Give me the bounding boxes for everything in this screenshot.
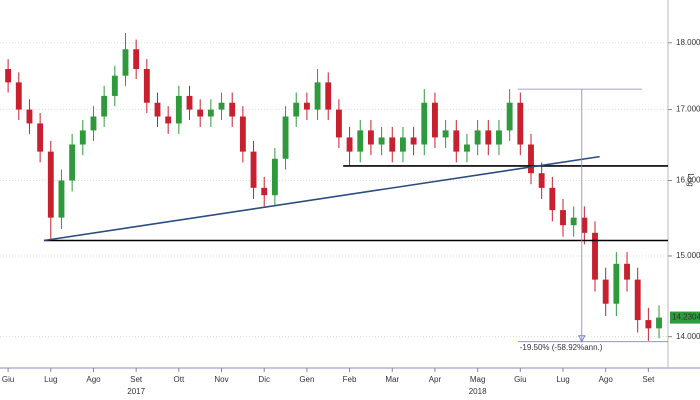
- candle-body: [528, 144, 534, 174]
- candle-body: [602, 279, 609, 304]
- x-tick-label: Apr: [429, 375, 442, 384]
- candle-body: [58, 180, 65, 218]
- scale-label: Log: [686, 173, 695, 186]
- candle-body: [570, 217, 577, 226]
- candle-body: [101, 95, 108, 117]
- candle-body: [410, 137, 417, 145]
- candle-body: [314, 82, 321, 110]
- y-tick-label: 14.0000: [676, 332, 700, 341]
- candle-body: [634, 279, 641, 321]
- candle-body: [15, 82, 22, 110]
- candle-body: [229, 102, 236, 117]
- x-tick-label: Ago: [599, 375, 614, 384]
- trend-line: [43, 155, 600, 242]
- x-tick-label: Gen: [299, 375, 314, 384]
- candle-body: [378, 137, 385, 145]
- x-tick-label: Mar: [385, 375, 399, 384]
- candle-body: [261, 187, 268, 196]
- candle-body: [47, 151, 54, 218]
- candle-body: [346, 137, 353, 152]
- x-tick-label: Dic: [258, 375, 270, 384]
- candle-body: [581, 217, 588, 233]
- candle-body: [464, 144, 470, 152]
- candle-body: [496, 130, 502, 145]
- x-tick-label: Lug: [44, 375, 57, 384]
- x-tick-label: Mag: [470, 375, 486, 384]
- candle-body: [133, 49, 140, 70]
- y-tick-label: 15.0000: [676, 251, 700, 260]
- x-tick-label: Giu: [514, 375, 526, 384]
- candle-body: [367, 130, 374, 145]
- x-tick-label: Ott: [174, 375, 185, 384]
- candle-body: [90, 116, 97, 131]
- candle-body: [538, 173, 545, 188]
- candle-body: [165, 116, 172, 124]
- annotation-arrow: [577, 335, 586, 343]
- candle-body: [432, 102, 438, 138]
- candle-body: [325, 82, 332, 110]
- candle-body: [303, 102, 310, 110]
- last-price-label: 14.2304: [672, 313, 700, 322]
- x-tick-label: Giu: [2, 375, 14, 384]
- candle-body: [389, 137, 396, 152]
- candle-body: [5, 69, 12, 83]
- candle-body: [218, 102, 225, 110]
- x-tick-label: Lug: [556, 375, 569, 384]
- y-tick-label: 16.0000: [676, 176, 700, 185]
- candle-body: [485, 130, 492, 145]
- y-tick-label: 17.0000: [676, 105, 700, 114]
- candle-body: [186, 95, 193, 110]
- x-tick-label: Feb: [343, 375, 357, 384]
- candle-body: [399, 137, 406, 152]
- candle-body: [506, 102, 513, 131]
- candle-body: [197, 109, 204, 117]
- candle-body: [282, 116, 289, 159]
- candle-body: [143, 69, 150, 103]
- x-tick-label: Nov: [214, 375, 228, 384]
- candle-body: [656, 317, 662, 329]
- x-tick-label: Set: [130, 375, 143, 384]
- candle-body: [442, 130, 449, 138]
- x-tick-label: Set: [642, 375, 655, 384]
- year-label: 2017: [127, 387, 145, 396]
- x-tick-label: Ago: [86, 375, 101, 384]
- candle-body: [335, 109, 342, 138]
- candle-body: [613, 263, 620, 304]
- candle-body: [645, 320, 652, 329]
- candle-body: [239, 116, 246, 152]
- candle-body: [154, 102, 161, 117]
- last-price-box: [670, 311, 700, 324]
- candle-body: [474, 130, 481, 145]
- candle-body: [250, 151, 257, 188]
- candle-body: [624, 263, 630, 280]
- candle-body: [560, 210, 566, 226]
- candle-body: [592, 232, 598, 280]
- year-label: 2018: [469, 387, 487, 396]
- candle-body: [175, 95, 182, 124]
- candle-body: [26, 109, 33, 124]
- candle-body: [421, 102, 428, 145]
- candle-body: [517, 102, 524, 145]
- candle-body: [549, 187, 556, 211]
- candle-body: [293, 102, 300, 117]
- candle-body: [111, 75, 118, 96]
- candle-body: [37, 123, 44, 152]
- y-tick-label: 18.0000: [676, 38, 700, 47]
- candle-body: [271, 158, 278, 196]
- candle-body: [79, 130, 86, 145]
- candle-body: [453, 130, 460, 152]
- candle-body: [207, 109, 214, 117]
- candle-body: [357, 130, 364, 152]
- candle-body: [122, 49, 129, 76]
- annotation: -19.50% (-58.92%ann.): [520, 343, 603, 352]
- candle-body: [69, 144, 76, 181]
